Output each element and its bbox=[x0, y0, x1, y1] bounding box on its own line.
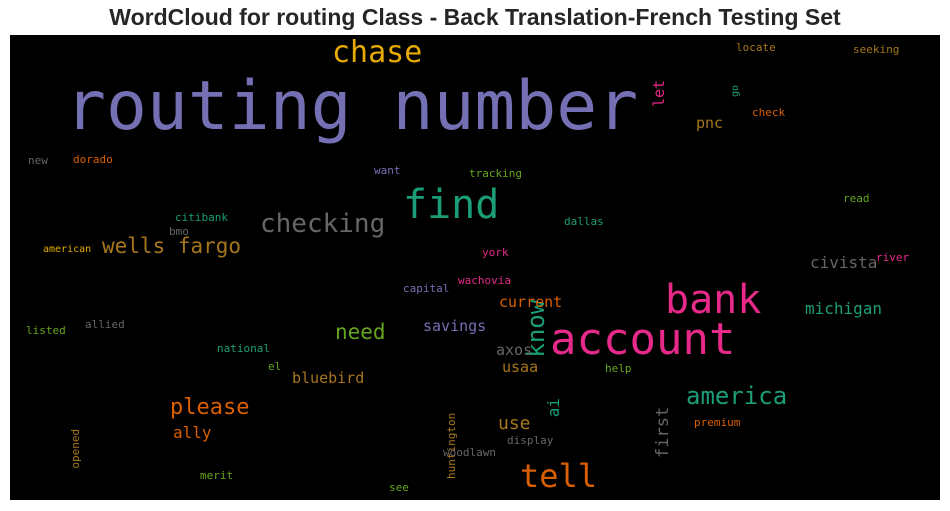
wordcloud-word: locate bbox=[736, 41, 776, 54]
chart-title: WordCloud for routing Class - Back Trans… bbox=[109, 4, 841, 30]
wordcloud-word: national bbox=[217, 342, 270, 355]
wordcloud-word: premium bbox=[694, 416, 741, 429]
wordcloud-word: michigan bbox=[805, 299, 883, 318]
wordcloud-word: merit bbox=[200, 469, 234, 482]
wordcloud-word: seeking bbox=[853, 43, 900, 56]
wordcloud-word: wells fargo bbox=[102, 234, 242, 258]
wordcloud-word: help bbox=[605, 362, 632, 375]
wordcloud-word: display bbox=[507, 434, 554, 447]
wordcloud-word: ai bbox=[544, 397, 563, 418]
wordcloud-word: check bbox=[752, 106, 786, 119]
wordcloud-word: capital bbox=[403, 282, 450, 295]
wordcloud-word: please bbox=[170, 395, 250, 420]
wordcloud-word: want bbox=[374, 164, 401, 177]
wordcloud-word: checking bbox=[260, 209, 386, 239]
wordcloud-word: chase bbox=[332, 35, 423, 70]
wordcloud-word: citibank bbox=[175, 211, 228, 224]
wordcloud-word: read bbox=[843, 192, 870, 205]
wordcloud-word: american bbox=[43, 244, 92, 255]
wordcloud-word: pnc bbox=[696, 114, 724, 132]
wordcloud-word: see bbox=[389, 481, 409, 494]
wordcloud-word: dorado bbox=[73, 153, 113, 166]
wordcloud-word: find bbox=[403, 182, 500, 228]
wordcloud-word: need bbox=[335, 320, 386, 344]
wordcloud-canvas: routing number account bank find tell chase ch… bbox=[10, 35, 940, 500]
wordcloud-word: listed bbox=[26, 324, 66, 337]
wordcloud-word: dallas bbox=[564, 215, 604, 228]
wordcloud-word: usaa bbox=[502, 358, 539, 376]
wordcloud-word: woodlawn bbox=[443, 446, 496, 459]
wordcloud-word: account bbox=[550, 314, 736, 365]
wordcloud-word: el bbox=[268, 360, 282, 373]
wordcloud-word: tell bbox=[520, 457, 598, 495]
wordcloud-word: routing number bbox=[65, 67, 639, 146]
wordcloud-word: allied bbox=[85, 318, 125, 331]
wordcloud-word: current bbox=[499, 293, 563, 311]
wordcloud-word: river bbox=[876, 251, 910, 264]
wordcloud-word: bluebird bbox=[292, 369, 365, 387]
wordcloud-word: savings bbox=[423, 317, 487, 335]
wordcloud-word: use bbox=[498, 413, 531, 434]
wordcloud-word: ally bbox=[173, 423, 212, 442]
wordcloud-word: civista bbox=[810, 253, 878, 272]
wordcloud-word: opened bbox=[69, 428, 82, 469]
wordcloud-word: go bbox=[730, 84, 741, 97]
wordcloud-word: bank bbox=[665, 277, 762, 323]
wordcloud-word: let bbox=[650, 79, 668, 107]
wordcloud-word: york bbox=[482, 246, 509, 259]
wordcloud-word: america bbox=[686, 382, 788, 410]
wordcloud-word: bmo bbox=[169, 225, 189, 238]
wordcloud-word: wachovia bbox=[458, 274, 511, 287]
wordcloud-word: first bbox=[653, 406, 673, 458]
wordcloud-word: axos bbox=[496, 341, 533, 359]
wordcloud-word: new bbox=[28, 154, 48, 167]
wordcloud-word: tracking bbox=[469, 167, 522, 180]
